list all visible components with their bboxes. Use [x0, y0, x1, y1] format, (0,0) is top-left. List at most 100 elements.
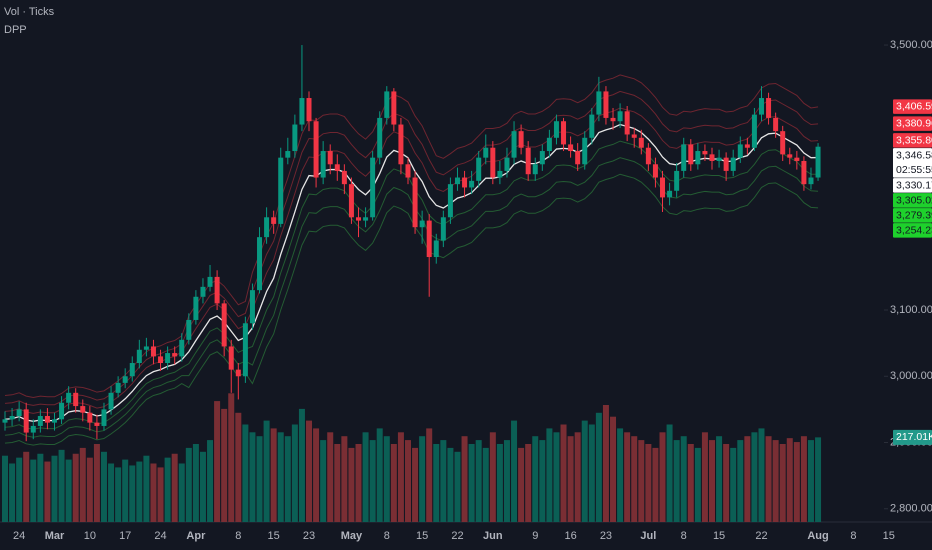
volume-bar [539, 440, 546, 522]
volume-bar [419, 436, 426, 522]
candle-body [603, 91, 609, 118]
volume-bar [313, 428, 320, 522]
candle-body [306, 98, 312, 122]
volume-bar [178, 463, 185, 522]
volume-bar [58, 449, 65, 522]
volume-bar [44, 461, 51, 522]
volume-bar [489, 432, 496, 522]
price-label: 3,330.17 [896, 179, 932, 191]
x-tick-label: 8 [235, 530, 241, 542]
volume-bar [348, 447, 355, 522]
candle-body [773, 117, 779, 132]
volume-bar [737, 440, 744, 522]
x-tick-label: Aug [807, 530, 828, 542]
candle-body [440, 217, 446, 241]
volume-bar [30, 459, 37, 522]
volume-bar [242, 424, 249, 522]
candle-body [652, 164, 658, 178]
band-line [4, 157, 819, 438]
x-tick-label: 24 [13, 530, 25, 542]
x-tick-label: 10 [84, 530, 96, 542]
volume-bar [115, 467, 122, 522]
volume-bar [249, 432, 256, 522]
volume-bar [815, 437, 822, 522]
volume-layer [2, 393, 822, 522]
candle-body [158, 356, 164, 364]
volume-bar [369, 440, 376, 522]
volume-bar [433, 444, 440, 522]
candle-body [737, 144, 743, 158]
volume-bar [171, 453, 178, 522]
candle-body [462, 177, 468, 188]
x-tick-label: Jul [640, 530, 656, 542]
candle-body [348, 184, 354, 218]
volume-bar [214, 401, 221, 522]
volume-bar [610, 416, 617, 522]
candle-body [122, 376, 128, 383]
candle-body [744, 144, 750, 148]
candle-body [285, 151, 291, 158]
candle-body [483, 147, 489, 158]
candle-body [66, 392, 72, 403]
volume-bar [800, 436, 807, 522]
volume-bar [2, 455, 8, 522]
candle-body [426, 220, 432, 258]
volume-bar [327, 432, 334, 522]
volume-bar [475, 440, 482, 522]
volume-bar [79, 447, 86, 522]
candle-body [454, 177, 460, 185]
candle-body [419, 220, 425, 228]
candle-body [257, 237, 263, 291]
candle-body [108, 392, 114, 410]
chart-subtitle: DPP [4, 24, 27, 36]
x-tick-label: Jun [483, 530, 503, 542]
candle-body [787, 154, 793, 158]
volume-bar [793, 442, 800, 522]
volume-bar [581, 420, 588, 522]
candle-body [532, 164, 538, 175]
volume-bar [383, 436, 390, 522]
candle-body [101, 409, 107, 426]
volume-bar [567, 436, 574, 522]
candle-body [631, 134, 637, 138]
x-tick-label: 15 [416, 530, 428, 542]
candle-body [143, 346, 149, 350]
candle-body [575, 151, 581, 165]
x-tick-label: 17 [119, 530, 131, 542]
countdown-label: 02:55:55 [896, 164, 932, 176]
candle-body [412, 177, 418, 228]
candle-body [16, 409, 22, 417]
candle-body [568, 144, 574, 152]
candle-body [638, 137, 644, 148]
volume-bar [786, 438, 793, 522]
volume-bar [532, 436, 539, 522]
candle-body [299, 98, 305, 125]
volume-bar [454, 451, 461, 522]
price-label: 3,355.80 [896, 134, 932, 146]
candle-body [278, 157, 284, 224]
candle-body [115, 382, 121, 393]
candle-body [179, 339, 185, 357]
candle-body [327, 151, 333, 165]
x-tick-label: 23 [600, 530, 612, 542]
volume-bar [256, 436, 263, 522]
volume-bar [730, 447, 737, 522]
volume-bar [673, 440, 680, 522]
volume-bar [9, 463, 16, 522]
volume-bar [461, 436, 468, 522]
volume-bar [16, 457, 23, 522]
candle-body [193, 296, 199, 320]
candle-body [801, 160, 807, 185]
x-tick-label: 8 [850, 530, 856, 542]
price-label-box [893, 148, 932, 178]
candle-body [610, 117, 616, 122]
candle-body [136, 349, 142, 364]
price-label: 3,305.02 [896, 194, 932, 206]
candle-body [384, 91, 390, 118]
volume-bar [362, 432, 369, 522]
price-label: 3,380.96 [896, 118, 932, 130]
candle-body [172, 353, 178, 357]
candle-body [292, 124, 298, 152]
volume-bar [93, 444, 100, 522]
volume-bar [291, 424, 298, 522]
